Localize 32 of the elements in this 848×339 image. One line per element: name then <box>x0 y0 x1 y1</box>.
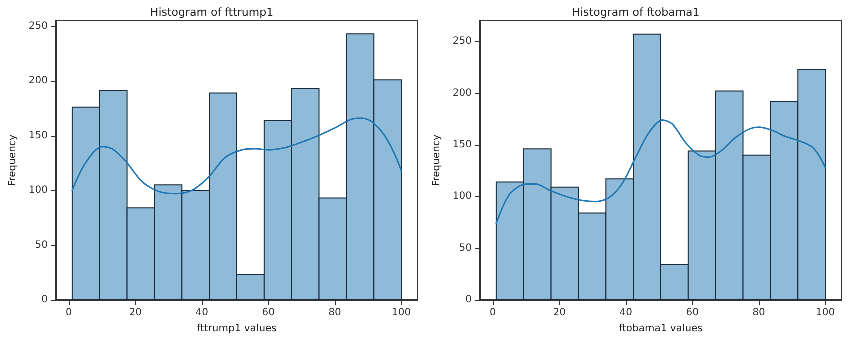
y-tick-label: 200 <box>452 88 472 99</box>
x-tick-label: 100 <box>816 308 836 318</box>
x-tick-label: 80 <box>328 308 342 318</box>
y-tick-label: 50 <box>35 240 48 251</box>
y-tick-label: 0 <box>466 294 472 306</box>
y-tick-label: 250 <box>28 20 48 32</box>
x-tick-label: 80 <box>752 308 766 318</box>
chart-title: Histogram of ftobama1 <box>572 6 700 19</box>
x-tick-label: 60 <box>686 308 699 318</box>
x-tick-label: 20 <box>553 308 566 318</box>
x-tick-label: 0 <box>66 308 72 318</box>
y-tick-label: 150 <box>28 130 48 142</box>
y-tick-label: 0 <box>42 294 48 306</box>
x-tick-label: 40 <box>620 308 632 318</box>
x-axis-title: fttrump1 values <box>197 324 277 334</box>
y-tick-label: 100 <box>28 185 48 196</box>
line-series <box>72 118 402 195</box>
y-axis-title: Frequency <box>8 134 18 186</box>
x-tick-label: 40 <box>196 308 208 318</box>
x-tick-label: 100 <box>392 308 412 318</box>
y-tick-label: 200 <box>28 76 48 87</box>
y-tick-label: 50 <box>459 242 472 254</box>
x-tick-label: 60 <box>262 308 275 318</box>
y-tick-label: 250 <box>452 36 472 48</box>
y-axis-title: Frequency <box>432 134 442 186</box>
line-series <box>496 119 826 224</box>
x-axis-title: ftobama1 values <box>619 324 703 334</box>
x-tick-label: 0 <box>490 308 496 318</box>
x-tick-label: 20 <box>129 308 142 318</box>
y-tick-label: 100 <box>452 191 472 202</box>
chart-title: Histogram of fttrump1 <box>150 6 274 19</box>
y-tick-label: 150 <box>452 140 472 150</box>
